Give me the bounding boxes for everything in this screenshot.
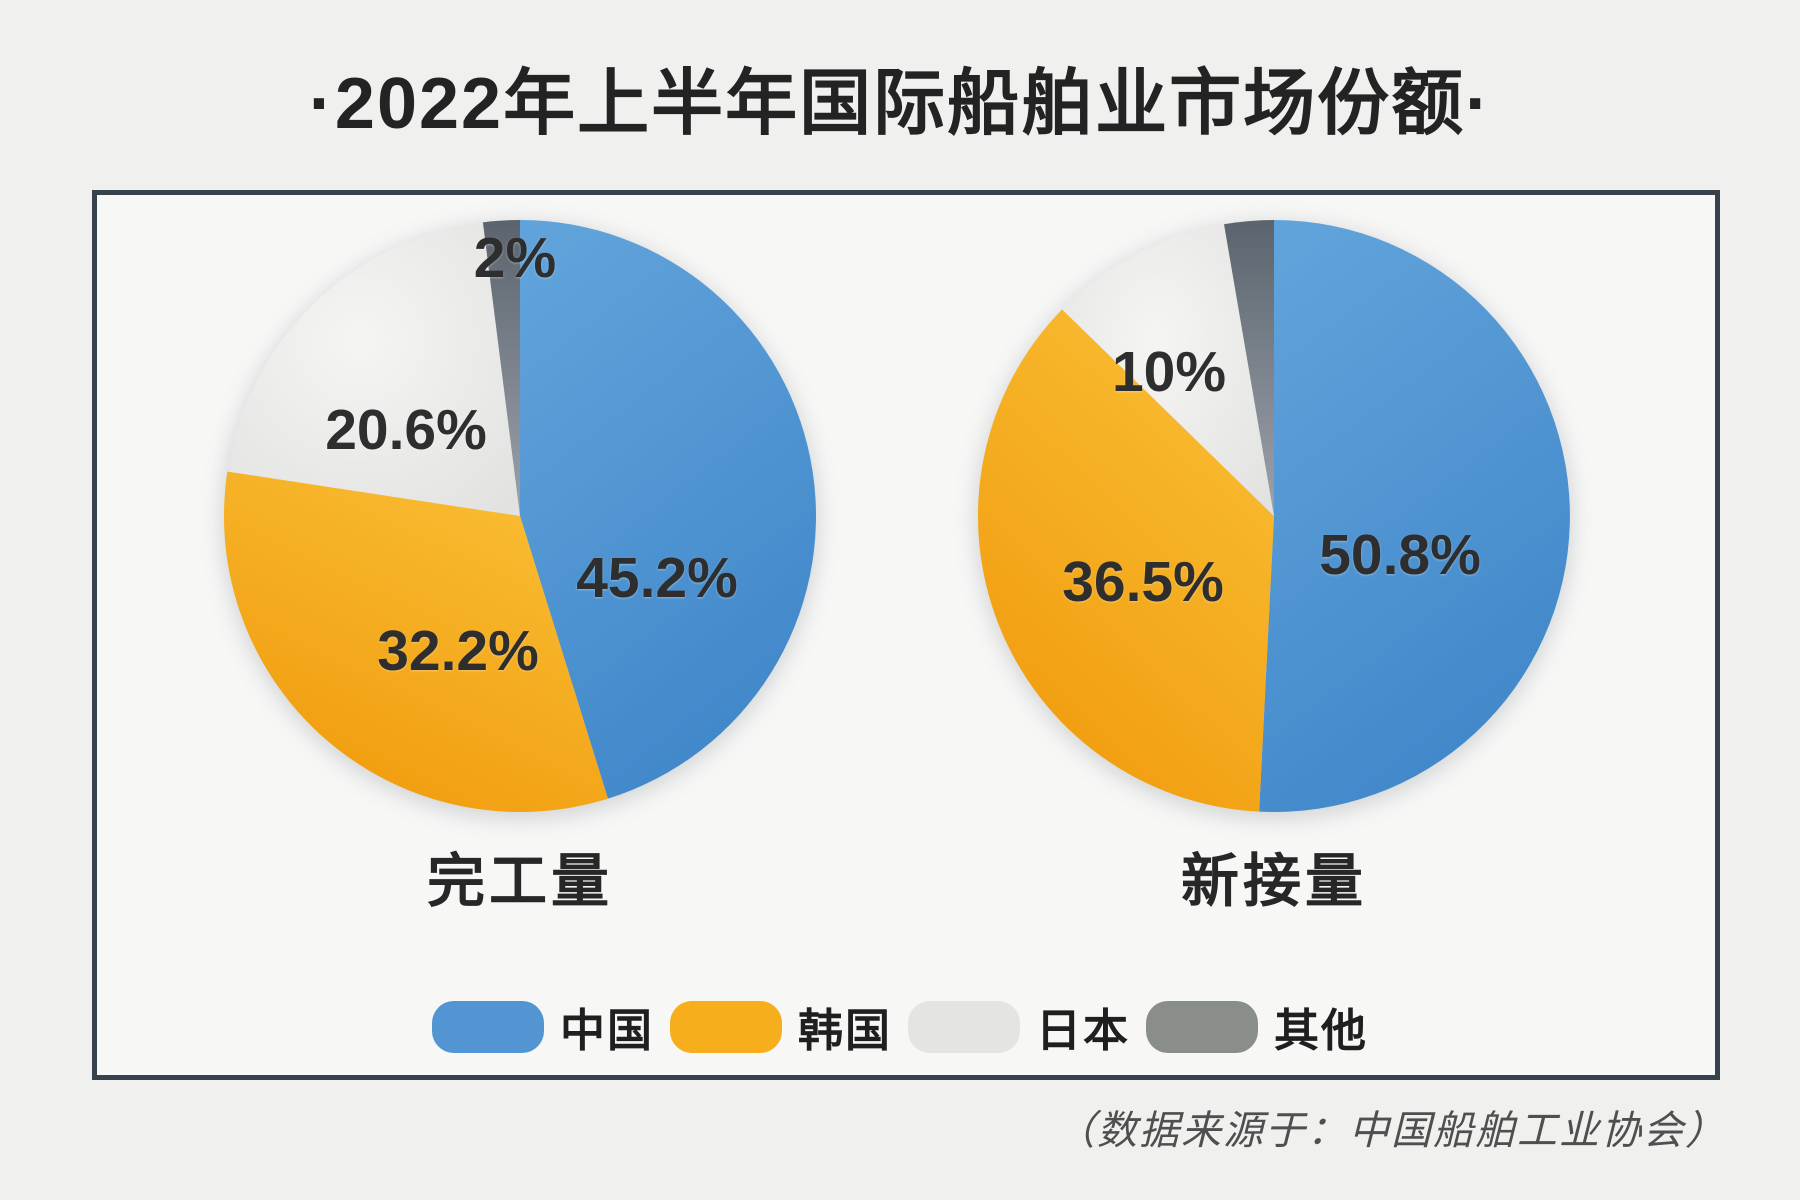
slice-korea xyxy=(224,471,608,812)
chart-title: ·2022年上半年国际船舶业市场份额· xyxy=(308,64,1492,144)
slice-value-label: 20.6% xyxy=(325,398,487,462)
legend-swatch-other xyxy=(1146,1000,1259,1053)
pie-chart-completions xyxy=(224,220,816,812)
slice-china xyxy=(1259,220,1570,812)
pie-caption-new-orders: 新接量 xyxy=(1180,849,1367,914)
slice-japan xyxy=(227,222,521,516)
legend-swatch-china xyxy=(431,1000,544,1053)
pie-block-new-orders: 新接量 50.8% 36.5% 10% xyxy=(964,206,1584,914)
legend-item-japan: 日本 xyxy=(908,994,1130,1059)
slice-value-label: 10% xyxy=(1111,340,1227,404)
slice-value-label: 50.8% xyxy=(1319,523,1481,587)
legend-label-japan: 日本 xyxy=(1036,1005,1131,1056)
pie-block-completions: 完工量 45.2% 32.2% 20.6% 2% xyxy=(210,206,830,914)
slice-other xyxy=(1224,220,1274,516)
slice-other xyxy=(482,220,520,516)
legend: 中国 韩国 日本 其他 xyxy=(0,994,1800,1059)
pie-chart-new-orders xyxy=(977,220,1570,812)
legend-swatch-japan xyxy=(908,1000,1020,1053)
slice-value-label: 36.5% xyxy=(1062,550,1224,614)
data-source-note: （数据来源于：中国船舶工业协会） xyxy=(1055,1109,1727,1153)
slice-value-label: 45.2% xyxy=(576,546,738,610)
legend-item-korea: 韩国 xyxy=(669,994,892,1059)
legend-item-other: 其他 xyxy=(1146,994,1368,1059)
slice-japan xyxy=(1062,224,1274,516)
legend-label-china: 中国 xyxy=(559,1005,654,1056)
legend-label-korea: 韩国 xyxy=(797,1005,892,1056)
legend-label-other: 其他 xyxy=(1274,1005,1369,1056)
slice-china xyxy=(520,220,816,799)
legend-swatch-korea xyxy=(669,1000,782,1053)
pie-caption-completions: 完工量 xyxy=(426,849,613,914)
slice-value-label: 32.2% xyxy=(377,619,539,683)
legend-item-china: 中国 xyxy=(431,994,654,1059)
slice-korea xyxy=(977,309,1274,812)
slice-value-label: 2% xyxy=(473,226,557,290)
